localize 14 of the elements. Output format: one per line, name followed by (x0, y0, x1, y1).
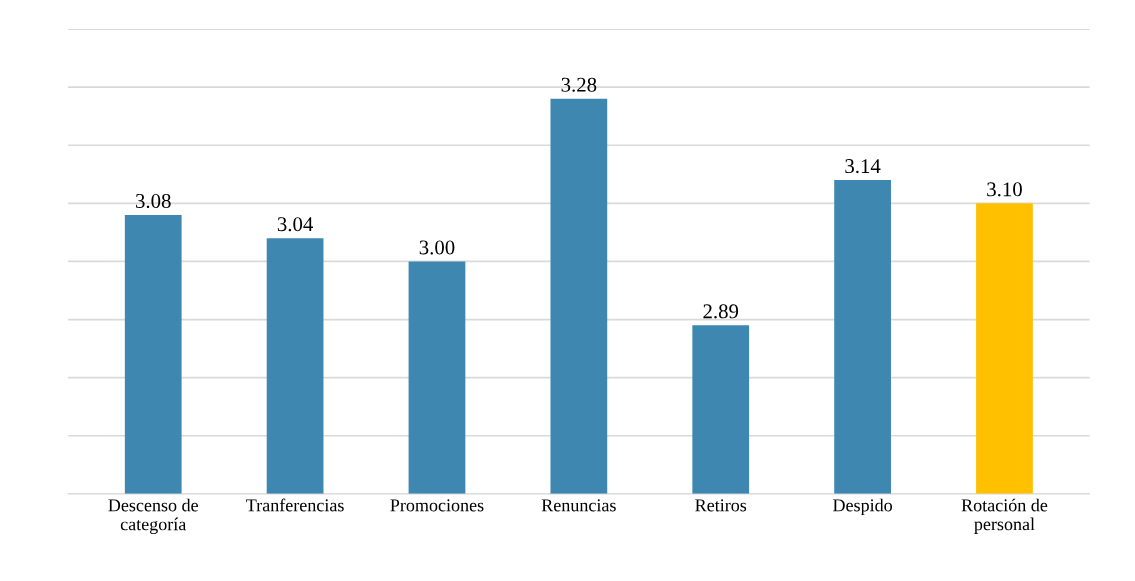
data-label: 3.08 (135, 193, 171, 209)
x-tick-label: Retiros (695, 499, 747, 512)
data-label: 2.89 (703, 304, 739, 319)
x-tick-label: Despido (833, 498, 892, 516)
data-label: 3.10 (987, 182, 1022, 197)
x-tick-label: Rotación de personal (961, 498, 1048, 534)
data-label: 3.00 (419, 240, 455, 255)
x-tick-label: Tranferencias (246, 498, 344, 512)
x-tick-label: Promociones (390, 499, 484, 512)
data-label: 3.14 (845, 159, 881, 174)
data-label: 3.04 (277, 217, 313, 232)
data-label: 3.28 (561, 77, 597, 92)
x-tick-label: Renuncias (541, 499, 616, 512)
x-tick-label: Descenso de categoría (108, 498, 198, 535)
